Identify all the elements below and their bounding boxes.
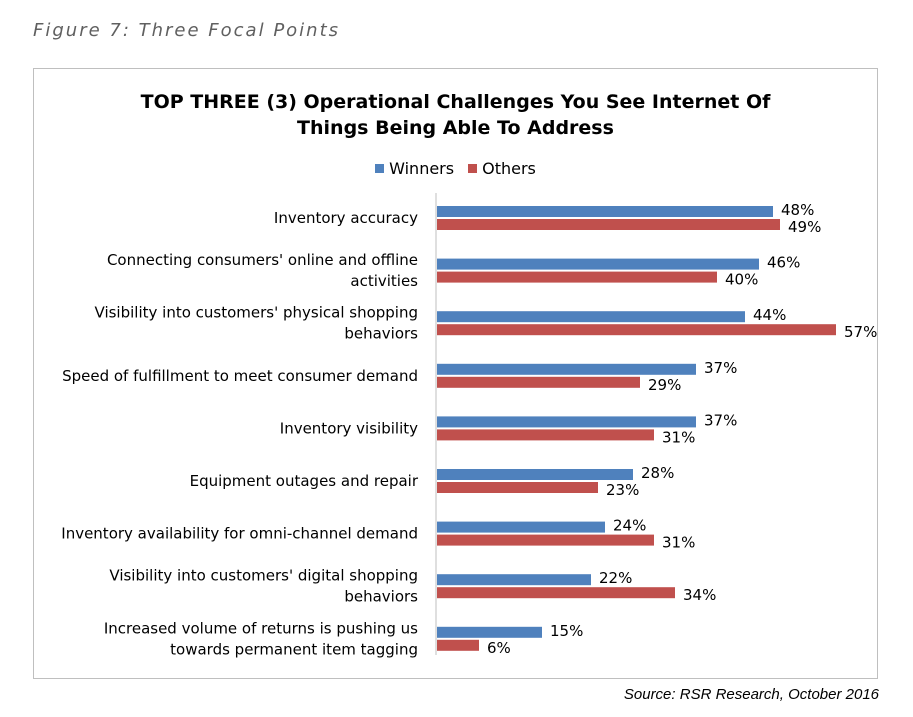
category-label: Increased volume of returns is pushing u… [104, 619, 418, 658]
bar-others [437, 376, 640, 388]
bar-winners [437, 521, 605, 533]
bar-winners [437, 626, 542, 638]
data-label-others: 29% [648, 376, 681, 394]
category-label-line: Speed of fulfillment to meet consumer de… [62, 367, 418, 385]
legend-item-winners: Winners [375, 159, 454, 178]
bar-others [437, 639, 479, 651]
data-label-others: 40% [725, 271, 758, 289]
data-label-winners: 15% [550, 622, 583, 640]
chart-title-line-2: Things Being Able To Address [297, 117, 614, 139]
category-label-line: activities [350, 272, 418, 290]
data-label-others: 49% [788, 218, 821, 236]
category-label-line: behaviors [344, 588, 418, 606]
category-label-line: Inventory accuracy [274, 209, 418, 227]
bar-winners [437, 206, 773, 217]
data-label-winners: 37% [704, 359, 737, 377]
category-label: Connecting consumers' online and offline… [107, 251, 418, 290]
category-label: Equipment outages and repair [190, 472, 419, 490]
category-label-line: Connecting consumers' online and offline [107, 251, 418, 269]
category-label: Inventory visibility [280, 419, 418, 437]
bar-winners [437, 258, 759, 270]
category-label-line: Equipment outages and repair [190, 472, 419, 490]
data-label-others: 6% [487, 639, 511, 657]
data-label-winners: 46% [767, 254, 800, 272]
bar-others [437, 482, 598, 493]
category-label-line: behaviors [344, 325, 418, 343]
bar-winners [437, 311, 745, 323]
bar-others [437, 324, 836, 336]
bar-others [437, 429, 654, 441]
legend-item-others: Others [468, 159, 536, 178]
legend-swatch-others [468, 164, 478, 173]
category-label-line: Inventory visibility [280, 419, 418, 437]
legend-label-winners: Winners [389, 159, 455, 178]
data-label-others: 31% [662, 534, 695, 552]
data-label-others: 34% [683, 586, 716, 604]
bar-winners [437, 363, 696, 375]
category-label-line: towards permanent item tagging [170, 640, 418, 658]
category-label: Inventory accuracy [274, 209, 418, 227]
chart-title-line-1: TOP THREE (3) Operational Challenges You… [140, 91, 771, 113]
source-note: Source: RSR Research, October 2016 [623, 686, 879, 703]
data-label-winners: 28% [641, 464, 674, 482]
category-label-line: Increased volume of returns is pushing u… [104, 619, 418, 637]
bar-winners [437, 574, 591, 586]
legend-label-others: Others [482, 159, 536, 178]
category-label: Visibility into customers' physical shop… [95, 304, 419, 343]
data-label-others: 31% [662, 428, 695, 446]
category-label: Inventory availability for omni-channel … [61, 525, 418, 543]
data-label-winners: 22% [599, 569, 632, 587]
bar-winners [437, 416, 696, 428]
data-label-others: 57% [844, 323, 877, 341]
bar-others [437, 219, 780, 230]
figure-caption: Figure 7: Three Focal Points [33, 20, 341, 41]
category-label-line: Visibility into customers' physical shop… [95, 304, 418, 322]
category-label: Visibility into customers' digital shopp… [109, 567, 418, 606]
data-label-others: 23% [606, 481, 639, 499]
chart-legend: Winners Others [34, 159, 877, 178]
data-label-winners: 44% [753, 306, 786, 324]
legend-swatch-winners [375, 164, 385, 173]
category-label-line: Visibility into customers' digital shopp… [109, 567, 418, 585]
data-label-winners: 48% [781, 201, 814, 219]
bar-others [437, 271, 717, 283]
bar-winners [437, 469, 633, 480]
category-label: Speed of fulfillment to meet consumer de… [62, 367, 418, 385]
data-label-winners: 37% [704, 411, 737, 429]
category-label-line: Inventory availability for omni-channel … [61, 525, 418, 543]
bar-others [437, 534, 654, 546]
bar-others [437, 587, 675, 599]
data-label-winners: 24% [613, 517, 646, 535]
